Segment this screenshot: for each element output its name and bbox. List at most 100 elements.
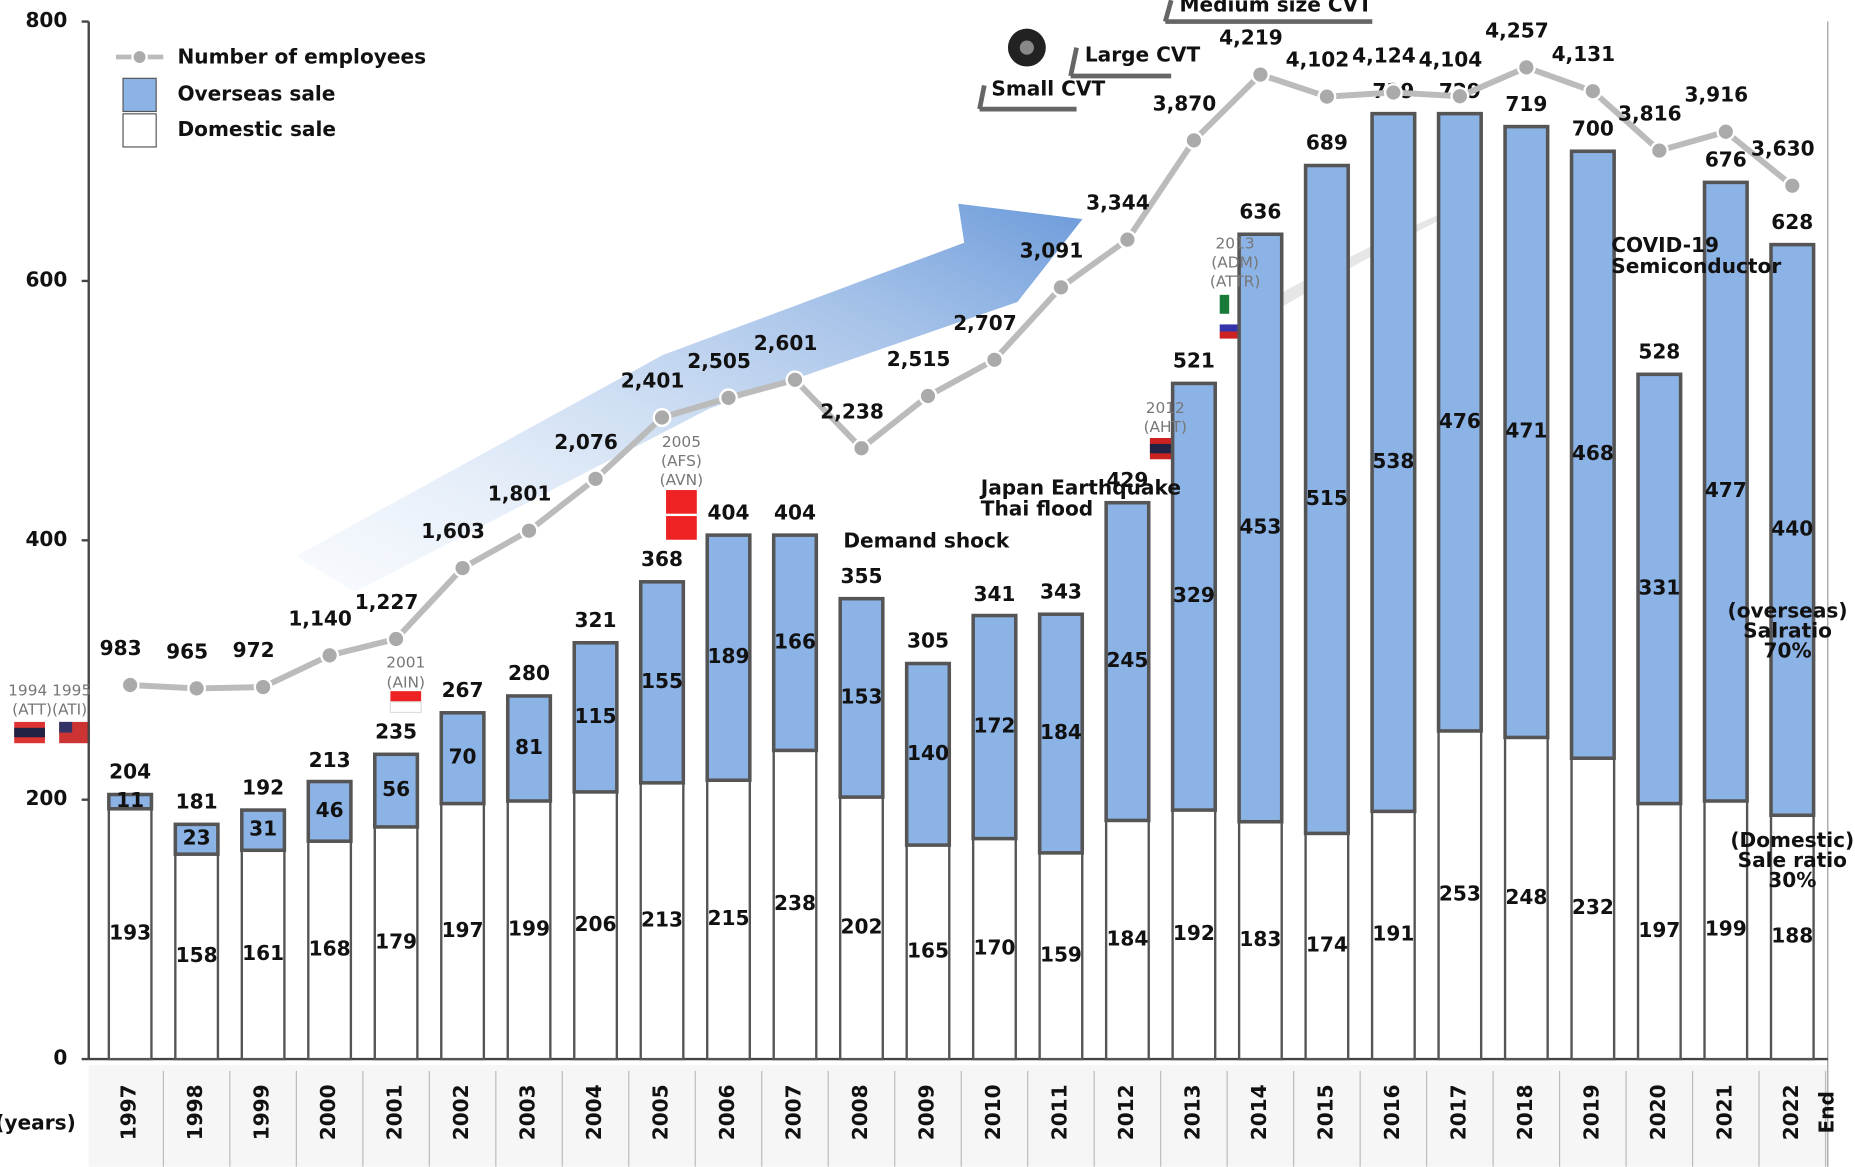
- employees-label: 3,870: [1153, 91, 1217, 115]
- annotation: (ATT)(ATI): [12, 701, 87, 719]
- x-tick-group: 2007: [782, 1084, 806, 1140]
- x-tick-label: 2001: [383, 1084, 407, 1140]
- bar-overseas: [1503, 124, 1550, 740]
- x-tick-label: 2021: [1712, 1084, 1736, 1140]
- overseas-label: 515: [1306, 486, 1348, 510]
- x-tick-group: 2006: [715, 1084, 739, 1140]
- bar-overseas: [572, 640, 619, 794]
- x-tick-label: 1997: [117, 1084, 141, 1140]
- employees-label: 2,505: [687, 349, 751, 373]
- x-tick-group: 2019: [1579, 1084, 1603, 1140]
- annotation: (AIN): [387, 673, 426, 691]
- x-tick-group: 1998: [183, 1084, 207, 1140]
- overseas-label: 56: [382, 777, 410, 801]
- bar-overseas: [1170, 381, 1217, 812]
- total-label: 235: [375, 720, 417, 744]
- employees-label: 4,131: [1552, 42, 1616, 66]
- annotation: (ATTR): [1210, 272, 1260, 290]
- legend-label: Number of employees: [177, 45, 426, 69]
- bar-domestic: [1304, 832, 1350, 1061]
- x-tick-group: 2015: [1313, 1084, 1337, 1140]
- x-tick-label: 1998: [183, 1084, 207, 1140]
- x-tick-label: 2015: [1313, 1084, 1337, 1140]
- x-tick-label: 2000: [316, 1084, 340, 1140]
- domestic-label: 158: [176, 943, 218, 967]
- bar-overseas: [505, 694, 553, 803]
- legend-swatch: [122, 113, 157, 148]
- annotation: Salratio: [1743, 619, 1832, 643]
- bar-domestic: [1038, 851, 1084, 1061]
- overseas-label: 476: [1439, 409, 1481, 433]
- total-label: 689: [1306, 131, 1348, 155]
- annotation: (AVN): [660, 471, 704, 489]
- x-tick-label: 2004: [582, 1084, 606, 1140]
- employees-point: [1516, 57, 1536, 77]
- overseas-label: 184: [1040, 720, 1082, 744]
- overseas-label: 31: [249, 817, 277, 841]
- y-tick-label: 0: [53, 1046, 67, 1070]
- annotation: COVID-19: [1611, 233, 1719, 257]
- domestic-label: 179: [375, 930, 417, 954]
- domestic-label: 238: [774, 891, 816, 915]
- domestic-label: 253: [1439, 882, 1481, 906]
- employees-point: [253, 677, 273, 697]
- domestic-label: 213: [641, 907, 683, 931]
- annotation: Medium size CVT: [1179, 0, 1372, 17]
- employees-label: 3,916: [1685, 83, 1749, 107]
- x-tick-group: 2016: [1380, 1084, 1404, 1140]
- overseas-label: 453: [1239, 514, 1281, 538]
- annotation: (ADM): [1211, 253, 1259, 271]
- domestic-label: 165: [907, 939, 949, 963]
- employees-point: [1317, 87, 1337, 107]
- employees-label: 1,801: [488, 482, 552, 506]
- bar-domestic: [1370, 810, 1416, 1061]
- x-tick-label: 2005: [649, 1084, 673, 1140]
- x-tick-group: 2001: [383, 1084, 407, 1140]
- x-tick-label: 2017: [1446, 1084, 1470, 1140]
- x-tick-label: 2010: [981, 1084, 1005, 1140]
- total-label: 192: [242, 775, 284, 799]
- x-tick-label: 2006: [715, 1084, 739, 1140]
- employees-label: 3,344: [1086, 191, 1150, 215]
- employees-label: 4,124: [1352, 43, 1416, 67]
- employees-label: 4,257: [1485, 18, 1549, 42]
- x-tick-label: 2008: [848, 1084, 872, 1140]
- employees-label: 2,707: [953, 311, 1017, 335]
- bar-domestic: [706, 779, 751, 1061]
- employees-label: 1,140: [288, 606, 352, 630]
- x-tick-group: 2012: [1114, 1084, 1138, 1140]
- x-tick-group: 2021: [1712, 1084, 1736, 1140]
- overseas-label: 23: [183, 826, 211, 850]
- x-tick-label: 2009: [914, 1084, 938, 1140]
- overseas-label: 115: [575, 704, 617, 728]
- y-tick-label: 600: [25, 267, 67, 291]
- employees-point: [652, 408, 672, 427]
- total-label: 267: [442, 678, 484, 702]
- annotation: (overseas): [1728, 598, 1848, 622]
- bar-domestic: [373, 825, 419, 1061]
- domestic-label: 199: [1705, 917, 1747, 941]
- bar-overseas: [1569, 149, 1616, 760]
- total-label: 213: [309, 748, 351, 772]
- legend-marker: [131, 48, 148, 66]
- employees-label: 4,219: [1219, 26, 1283, 50]
- x-tick-label: 2003: [516, 1084, 540, 1140]
- employees-point: [984, 350, 1004, 370]
- bar-domestic: [506, 799, 552, 1061]
- bar-overseas: [838, 596, 885, 799]
- employees-label: 4,104: [1419, 47, 1483, 71]
- overseas-label: 468: [1572, 441, 1614, 465]
- employees-point: [1782, 176, 1802, 196]
- employees-label: 983: [100, 636, 142, 660]
- overseas-label: 166: [774, 629, 816, 653]
- total-label: 700: [1572, 116, 1614, 140]
- annotation: Sale ratio: [1738, 848, 1847, 872]
- employees-label: 2,076: [554, 430, 618, 454]
- x-tick-group: 2018: [1513, 1084, 1537, 1140]
- x-tick-label: 2020: [1646, 1084, 1670, 1140]
- employees-label: 2,401: [621, 369, 685, 393]
- total-label: 341: [973, 582, 1015, 606]
- x-tick-group: 2009: [914, 1084, 938, 1140]
- bar-overseas: [240, 808, 287, 853]
